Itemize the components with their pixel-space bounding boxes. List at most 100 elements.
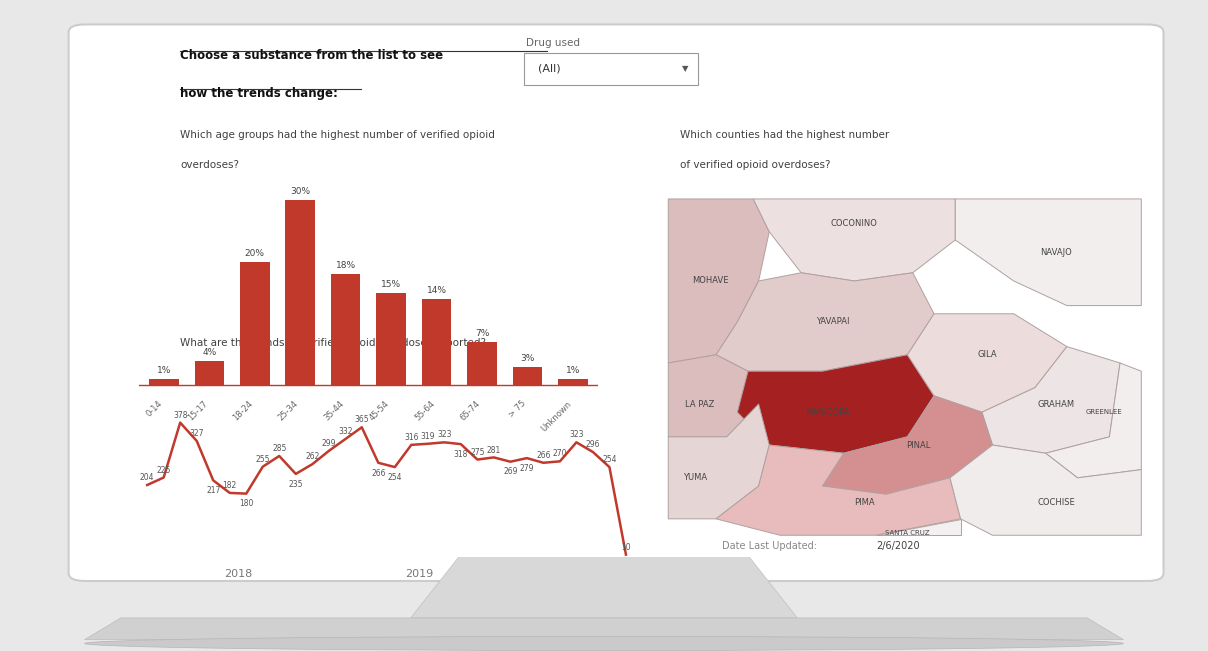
Polygon shape bbox=[982, 346, 1120, 453]
Text: Drug used: Drug used bbox=[525, 38, 580, 48]
Text: 235: 235 bbox=[289, 480, 303, 489]
Text: how the trends change:: how the trends change: bbox=[180, 87, 338, 100]
Bar bbox=[194, 361, 225, 385]
Text: 217: 217 bbox=[207, 486, 220, 495]
Text: 255: 255 bbox=[255, 455, 271, 464]
Text: 365: 365 bbox=[354, 415, 370, 424]
Text: 180: 180 bbox=[239, 499, 254, 508]
Text: 10: 10 bbox=[621, 543, 631, 552]
Polygon shape bbox=[907, 314, 1067, 412]
Polygon shape bbox=[754, 199, 956, 281]
Text: 15-17: 15-17 bbox=[186, 399, 209, 422]
Bar bbox=[558, 379, 588, 385]
Polygon shape bbox=[411, 557, 797, 618]
Text: ▼: ▼ bbox=[683, 64, 689, 73]
Text: 35-44: 35-44 bbox=[323, 399, 345, 422]
Text: 266: 266 bbox=[371, 469, 385, 478]
Text: 275: 275 bbox=[470, 448, 484, 457]
Text: 270: 270 bbox=[552, 449, 568, 458]
Text: 20%: 20% bbox=[245, 249, 265, 258]
Text: 55-64: 55-64 bbox=[413, 399, 436, 422]
Text: 4%: 4% bbox=[202, 348, 216, 357]
Text: 378: 378 bbox=[173, 411, 187, 420]
Text: PINAL: PINAL bbox=[906, 441, 930, 450]
Text: 262: 262 bbox=[306, 452, 319, 462]
Text: 2019: 2019 bbox=[406, 569, 434, 579]
Text: 225: 225 bbox=[157, 465, 170, 475]
Text: overdoses?: overdoses? bbox=[180, 159, 239, 169]
Text: 30%: 30% bbox=[290, 187, 310, 196]
Bar bbox=[149, 379, 179, 385]
Polygon shape bbox=[668, 404, 769, 519]
Text: 285: 285 bbox=[272, 444, 286, 453]
Text: 18-24: 18-24 bbox=[232, 399, 255, 422]
Text: What are the trends in verified opioid overdoses reported?: What are the trends in verified opioid o… bbox=[180, 338, 487, 348]
Bar bbox=[331, 274, 360, 385]
Polygon shape bbox=[668, 199, 769, 363]
Text: 316: 316 bbox=[403, 433, 419, 442]
Text: of verified opioid overdoses?: of verified opioid overdoses? bbox=[680, 159, 830, 169]
Text: 323: 323 bbox=[569, 430, 583, 439]
Bar bbox=[240, 262, 269, 385]
Text: 318: 318 bbox=[454, 450, 467, 459]
Text: 1%: 1% bbox=[565, 367, 580, 376]
Text: 25-34: 25-34 bbox=[277, 399, 301, 422]
Polygon shape bbox=[85, 618, 1123, 640]
Text: 3%: 3% bbox=[521, 354, 535, 363]
Ellipse shape bbox=[85, 637, 1123, 650]
Text: 281: 281 bbox=[487, 445, 501, 454]
Text: 323: 323 bbox=[437, 430, 452, 439]
Text: 1%: 1% bbox=[157, 367, 172, 376]
Text: LA PAZ: LA PAZ bbox=[685, 400, 715, 409]
Text: 18%: 18% bbox=[336, 261, 356, 270]
Text: GREENLEE: GREENLEE bbox=[1086, 409, 1122, 415]
Polygon shape bbox=[876, 519, 960, 535]
Text: 279: 279 bbox=[519, 464, 534, 473]
Text: GILA: GILA bbox=[977, 350, 997, 359]
Text: 327: 327 bbox=[190, 429, 204, 438]
Text: 14%: 14% bbox=[426, 286, 447, 295]
Text: 266: 266 bbox=[536, 451, 551, 460]
Text: COCONINO: COCONINO bbox=[831, 219, 878, 228]
Polygon shape bbox=[1046, 363, 1142, 478]
Bar bbox=[422, 299, 452, 385]
Text: SANTA CRUZ: SANTA CRUZ bbox=[885, 530, 930, 536]
Bar bbox=[467, 342, 496, 385]
Text: 204: 204 bbox=[140, 473, 155, 482]
Text: (All): (All) bbox=[539, 63, 561, 73]
FancyBboxPatch shape bbox=[523, 53, 698, 85]
Polygon shape bbox=[737, 355, 934, 453]
Text: COCHISE: COCHISE bbox=[1038, 498, 1075, 507]
Polygon shape bbox=[823, 396, 993, 494]
Text: MARICOPA: MARICOPA bbox=[806, 408, 850, 417]
Text: Choose a substance from the list to see: Choose a substance from the list to see bbox=[180, 49, 443, 62]
Text: 319: 319 bbox=[420, 432, 435, 441]
Text: 15%: 15% bbox=[381, 280, 401, 289]
Text: 2020: 2020 bbox=[587, 569, 615, 579]
Text: 269: 269 bbox=[503, 467, 518, 477]
Text: 2/6/2020: 2/6/2020 bbox=[877, 541, 920, 551]
Polygon shape bbox=[716, 273, 934, 371]
Text: YUMA: YUMA bbox=[683, 473, 707, 482]
Text: YAVAPAI: YAVAPAI bbox=[817, 318, 849, 327]
FancyBboxPatch shape bbox=[69, 25, 1163, 581]
Text: 296: 296 bbox=[586, 440, 600, 449]
Text: > 75: > 75 bbox=[507, 399, 528, 420]
Text: Which age groups had the highest number of verified opioid: Which age groups had the highest number … bbox=[180, 130, 495, 140]
Text: 299: 299 bbox=[321, 439, 336, 448]
Bar bbox=[377, 293, 406, 385]
Text: NAVAJO: NAVAJO bbox=[1040, 248, 1073, 256]
Text: MOHAVE: MOHAVE bbox=[692, 277, 730, 286]
Text: 254: 254 bbox=[602, 455, 617, 464]
Polygon shape bbox=[716, 445, 960, 535]
Text: Which counties had the highest number: Which counties had the highest number bbox=[680, 130, 889, 140]
Text: 332: 332 bbox=[338, 427, 353, 436]
Text: 254: 254 bbox=[388, 473, 402, 482]
Text: PIMA: PIMA bbox=[854, 498, 876, 507]
Polygon shape bbox=[668, 355, 759, 437]
Text: 0-14: 0-14 bbox=[144, 399, 164, 419]
Text: 65-74: 65-74 bbox=[459, 399, 482, 422]
Polygon shape bbox=[949, 445, 1142, 535]
Bar bbox=[285, 200, 315, 385]
Text: 182: 182 bbox=[222, 481, 237, 490]
